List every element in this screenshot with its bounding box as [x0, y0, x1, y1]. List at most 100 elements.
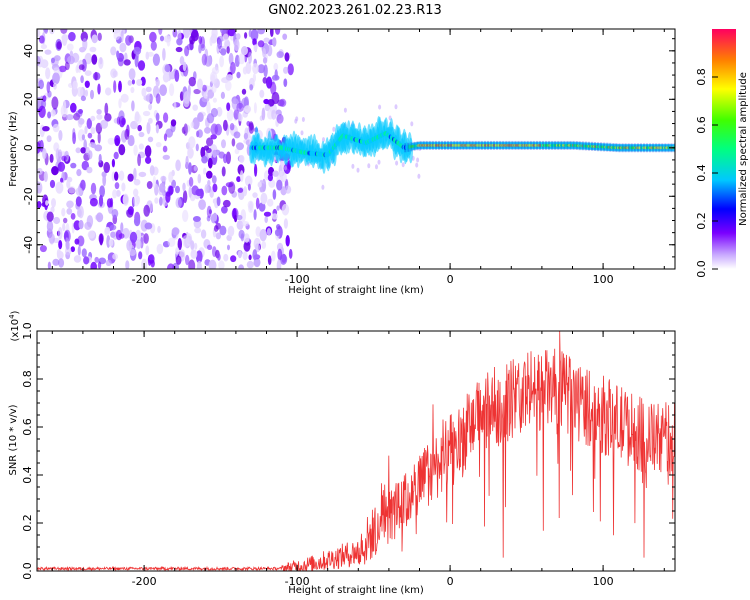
- track-edge: [465, 140, 468, 150]
- noise-blob: [264, 104, 271, 112]
- noise-blob: [80, 179, 86, 191]
- noise-blob: [81, 134, 85, 141]
- noise-blob: [165, 128, 173, 138]
- noise-blob: [91, 54, 98, 65]
- noise-blob: [188, 186, 192, 198]
- noise-blob: [111, 208, 119, 218]
- noise-blob: [175, 185, 180, 194]
- noise-blob: [67, 55, 75, 65]
- snr-panel: -200 -100 0 100 0.0 0.2 0.4 0.6 0.8 1.0 Height of…: [8, 310, 676, 596]
- noise-blob: [252, 249, 258, 261]
- noise-blob: [277, 248, 283, 261]
- noise-blob: [193, 165, 198, 172]
- noise-blob: [125, 35, 132, 46]
- snr-ticks: -200 -100 0 100 0.0 0.2 0.4 0.6 0.8 1.0: [21, 322, 675, 588]
- noise-blob: [195, 188, 204, 197]
- noise-blob: [175, 197, 182, 208]
- noise-blob: [175, 255, 182, 265]
- noise-blob: [247, 183, 251, 191]
- track-edge: [572, 140, 575, 150]
- noise-blob: [42, 126, 50, 132]
- noise-blob: [63, 229, 71, 243]
- noise-blob: [351, 163, 355, 169]
- noise-blob: [94, 256, 99, 263]
- noise-blob: [47, 111, 52, 119]
- noise-blob: [157, 225, 161, 234]
- noise-blob: [159, 35, 165, 42]
- track-edge: [505, 140, 508, 150]
- noise-blob: [246, 260, 254, 269]
- x-tick-label: 0: [447, 575, 454, 588]
- track-edge: [593, 142, 597, 151]
- spectrogram-xlabel: Height of straight line (km): [288, 285, 424, 296]
- noise-blob: [223, 119, 228, 132]
- noise-blob: [267, 174, 273, 182]
- noise-blob: [98, 57, 104, 69]
- noise-blob: [91, 34, 98, 44]
- track-edge: [444, 140, 447, 150]
- noise-blob: [70, 246, 76, 253]
- noise-blob: [243, 233, 250, 243]
- noise-blob: [98, 153, 102, 164]
- noise-blob: [98, 233, 104, 244]
- noise-blob: [198, 35, 203, 45]
- track-edge: [523, 140, 526, 150]
- noise-blob: [137, 60, 146, 71]
- noise-blob: [137, 153, 142, 167]
- noise-blob: [263, 98, 270, 105]
- noise-blob: [218, 260, 225, 269]
- noise-blob: [111, 158, 115, 168]
- noise-blob: [377, 159, 381, 165]
- noise-blob: [415, 162, 419, 168]
- noise-blob: [57, 149, 63, 159]
- track-edge: [636, 143, 639, 153]
- noise-blob: [234, 214, 238, 223]
- noise-blob: [65, 114, 74, 121]
- noise-blob: [259, 89, 265, 98]
- y-tick-label: 0.8: [21, 370, 34, 388]
- noise-blob: [282, 33, 288, 40]
- noise-blob: [90, 127, 96, 135]
- noise-blob: [145, 156, 152, 164]
- noise-blob: [176, 38, 183, 46]
- noise-blob: [220, 48, 227, 56]
- track-edge: [480, 140, 483, 150]
- noise-blob: [86, 166, 93, 174]
- noise-blob: [79, 47, 85, 53]
- track-edge: [621, 143, 624, 153]
- noise-blob: [272, 189, 277, 200]
- noise-blob: [104, 113, 112, 122]
- noise-blob: [217, 253, 221, 261]
- track-edge: [578, 141, 581, 151]
- noise-blob: [49, 153, 54, 163]
- noise-blob: [190, 29, 199, 42]
- noise-blob: [206, 205, 212, 219]
- noise-blob: [270, 29, 274, 37]
- snr-ylabel: SNR (10 * v/v): [8, 404, 19, 475]
- noise-blob: [105, 87, 112, 96]
- noise-blob: [58, 130, 63, 141]
- noise-blob: [62, 223, 66, 232]
- noise-blob: [186, 43, 194, 51]
- noise-blob: [118, 80, 122, 93]
- noise-blob: [248, 51, 252, 64]
- track-edge: [630, 143, 633, 153]
- track-edge: [664, 143, 667, 153]
- noise-blob: [227, 29, 236, 37]
- noise-blob: [57, 161, 66, 172]
- noise-blob: [124, 128, 130, 140]
- noise-blob: [141, 87, 147, 97]
- noise-blob: [267, 198, 274, 207]
- noise-blob: [201, 53, 208, 66]
- track-edge: [535, 140, 538, 150]
- y-tick-label: -40: [22, 236, 35, 254]
- noise-blob: [37, 167, 43, 176]
- noise-blob: [173, 101, 177, 110]
- noise-blob: [281, 203, 290, 216]
- noise-blob: [130, 86, 135, 94]
- track-edge: [434, 140, 437, 150]
- noise-blob: [40, 59, 49, 69]
- noise-blob: [63, 100, 67, 113]
- noise-blob: [84, 80, 90, 89]
